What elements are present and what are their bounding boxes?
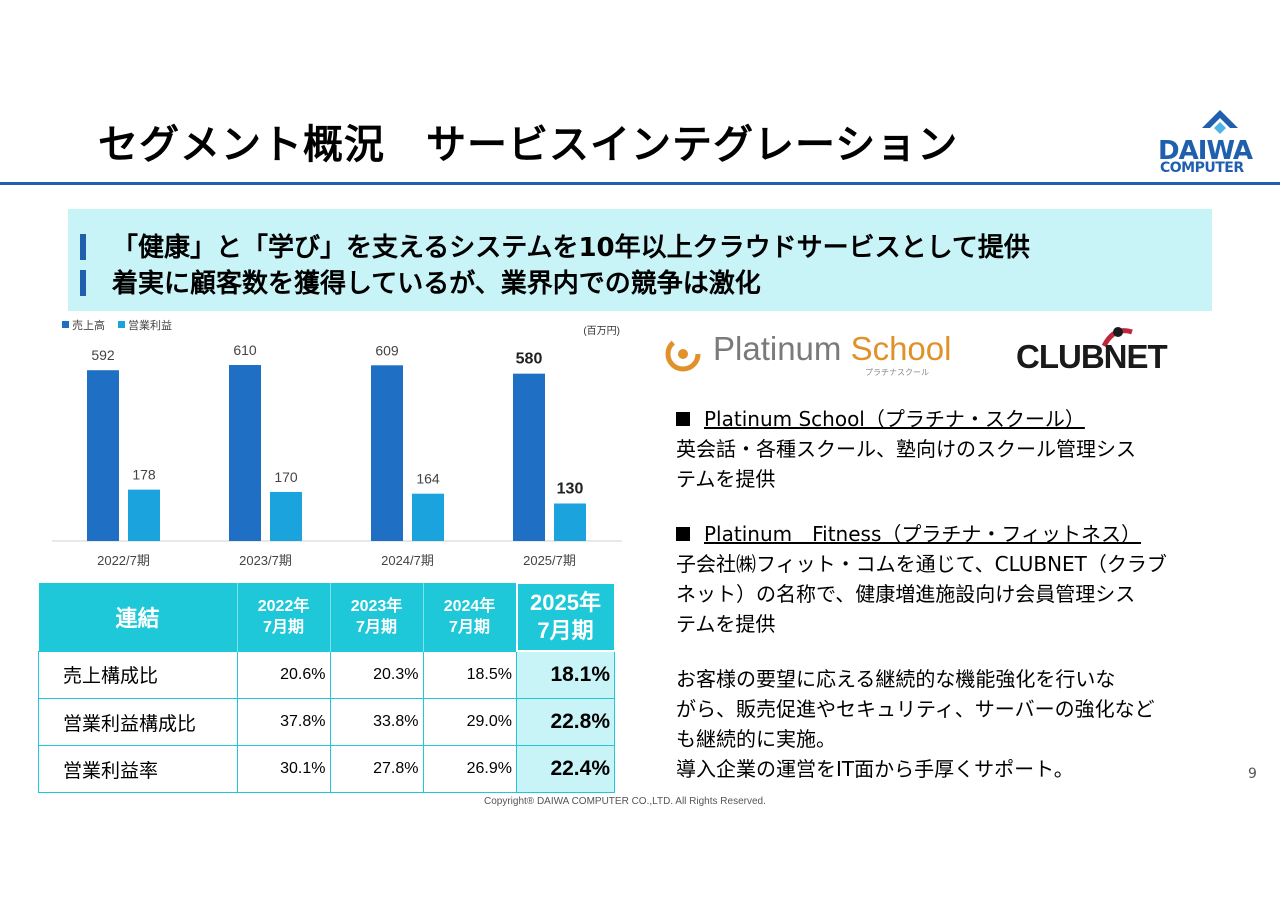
table-cell: 33.8% <box>329 698 424 746</box>
platinum-school-kana: プラチナスクール <box>865 368 929 377</box>
bullet-bar-icon <box>80 270 86 296</box>
clubnet-wordmark: CLUBNET <box>1016 338 1168 375</box>
platinum-school-logo: Platinum School プラチナスクール <box>665 330 965 377</box>
data-label-1-3: 130 <box>557 480 584 497</box>
row-label: 営業利益構成比 <box>38 698 238 746</box>
summary-line-1: お客様の要望に応える継続的な機能強化を行いな <box>676 667 1116 691</box>
data-label-0-0: 592 <box>91 347 115 363</box>
fitness-body-3: テムを提供 <box>676 612 776 636</box>
banner-line-2: 着実に顧客数を獲得しているが、業界内での競争は激化 <box>80 263 761 300</box>
category-label-0: 2022/7期 <box>97 553 150 568</box>
sales-profit-bar-chart: 売上高 営業利益 (百万円) 592 178 2022/7期 610 170 2023/7期 60… <box>52 318 622 568</box>
consolidated-ratio-table: 連結 2022年 7月期 2023年 7月期 2024年 7月期 2025年 7月期 売… <box>38 582 616 793</box>
data-label-0-3: 580 <box>516 351 543 368</box>
table-row: 売上構成比 20.6% 20.3% 18.5% 18.1% <box>38 650 615 699</box>
table-header-2024: 2024年 7月期 <box>423 583 517 651</box>
table-header-2023: 2023年 7月期 <box>330 583 424 651</box>
category-label-3: 2025/7期 <box>523 553 576 568</box>
data-label-1-2: 164 <box>416 471 440 487</box>
table-header-2022: 2022年 7月期 <box>237 583 331 651</box>
platinum-school-mark-icon <box>665 336 701 372</box>
bar-1-1 <box>270 491 302 541</box>
title-divider <box>0 182 1280 185</box>
school-body-2: テムを提供 <box>676 467 776 491</box>
key-message-banner: 「健康」と「学び」を支えるシステムを10年以上クラウドサービスとして提供 着実に… <box>68 209 1212 311</box>
table-row: 営業利益率 30.1% 27.8% 26.9% 22.4% <box>38 745 615 793</box>
legend-label-0: 売上高 <box>72 318 105 332</box>
school-heading: Platinum School（プラチナ・スクール） <box>704 407 1085 431</box>
table-cell: 29.0% <box>422 698 517 746</box>
table-cell-highlight: 22.4% <box>516 745 615 793</box>
bar-1-3 <box>554 503 586 541</box>
square-bullet-icon <box>676 527 690 541</box>
logo-wordmark: DAIWA <box>1158 136 1253 166</box>
table-cell: 18.5% <box>422 650 517 699</box>
row-label: 営業利益率 <box>38 745 238 793</box>
table-cell: 20.6% <box>236 650 331 699</box>
banner-line-1: 「健康」と「学び」を支えるシステムを10年以上クラウドサービスとして提供 <box>80 227 1030 264</box>
bar-1-0 <box>128 489 160 541</box>
bar-0-0 <box>87 370 119 541</box>
data-label-0-1: 610 <box>233 342 257 358</box>
table-corner-label: 連結 <box>38 583 238 651</box>
table-cell: 26.9% <box>422 745 517 793</box>
bar-0-3 <box>513 373 545 541</box>
table-cell: 27.8% <box>329 745 424 793</box>
clubnet-logo: CLUBNET <box>1016 324 1176 384</box>
table-header-row: 連結 2022年 7月期 2023年 7月期 2024年 7月期 2025年 7月期 <box>38 582 616 652</box>
data-label-1-1: 170 <box>274 469 298 485</box>
daiwa-computer-logo: DAIWA COMPUTER <box>1158 108 1262 178</box>
legend-swatch-1 <box>118 321 125 328</box>
data-label-0-2: 609 <box>375 342 399 358</box>
school-body-1: 英会話・各種スクール、塾向けのスクール管理シス <box>676 437 1136 461</box>
legend-label-1: 営業利益 <box>128 318 172 332</box>
table-cell-highlight: 22.8% <box>516 698 615 746</box>
legend-swatch-0 <box>62 321 69 328</box>
row-label: 売上構成比 <box>38 650 238 699</box>
school-word: School <box>850 330 952 367</box>
summary-line-2: がら、販売促進やセキュリティ、サーバーの強化など <box>676 697 1155 721</box>
logo-diamond-icon <box>1202 110 1238 134</box>
platinum-word: Platinum <box>713 330 842 367</box>
category-label-2: 2024/7期 <box>381 553 434 568</box>
unit-label: (百万円) <box>583 325 620 337</box>
summary-line-4: 導入企業の運営をIT面から手厚くサポート。 <box>676 757 1074 781</box>
fitness-body-2: ネット）の名称で、健康増進施設向け会員管理シス <box>676 582 1136 606</box>
table-cell-highlight: 18.1% <box>516 650 615 699</box>
page-number: 9 <box>1248 766 1257 782</box>
data-label-1-0: 178 <box>132 467 156 483</box>
table-cell: 30.1% <box>236 745 331 793</box>
category-label-1: 2023/7期 <box>239 553 292 568</box>
copyright-notice: Copyright® DAIWA COMPUTER CO.,LTD. All R… <box>484 796 766 807</box>
fitness-body-1: 子会社㈱フィット・コムを通じて、CLUBNET（クラブ <box>676 552 1167 576</box>
page-title: セグメント概況 サービスインテグレーション <box>98 122 959 168</box>
table-cell: 37.8% <box>236 698 331 746</box>
table-cell: 20.3% <box>329 650 424 699</box>
table-header-2025: 2025年 7月期 <box>515 582 616 652</box>
clubnet-swoosh-icon <box>1101 327 1133 348</box>
bar-0-2 <box>371 365 403 541</box>
platinum-school-description: Platinum School（プラチナ・スクール） 英会話・各種スクール、塾向… <box>676 404 1136 494</box>
bar-0-1 <box>229 365 261 541</box>
logo-subline: COMPUTER <box>1160 160 1244 176</box>
square-bullet-icon <box>676 412 690 426</box>
bullet-bar-icon <box>80 234 86 260</box>
platinum-fitness-description: Platinum Fitness（プラチナ・フィットネス） 子会社㈱フィット・コ… <box>676 519 1167 639</box>
bar-1-2 <box>412 493 444 541</box>
summary-line-3: も継続的に実施。 <box>676 727 836 751</box>
summary-description: お客様の要望に応える継続的な機能強化を行いな がら、販売促進やセキュリティ、サー… <box>676 664 1155 784</box>
table-row: 営業利益構成比 37.8% 33.8% 29.0% 22.8% <box>38 698 615 746</box>
fitness-heading: Platinum Fitness（プラチナ・フィットネス） <box>704 522 1141 546</box>
